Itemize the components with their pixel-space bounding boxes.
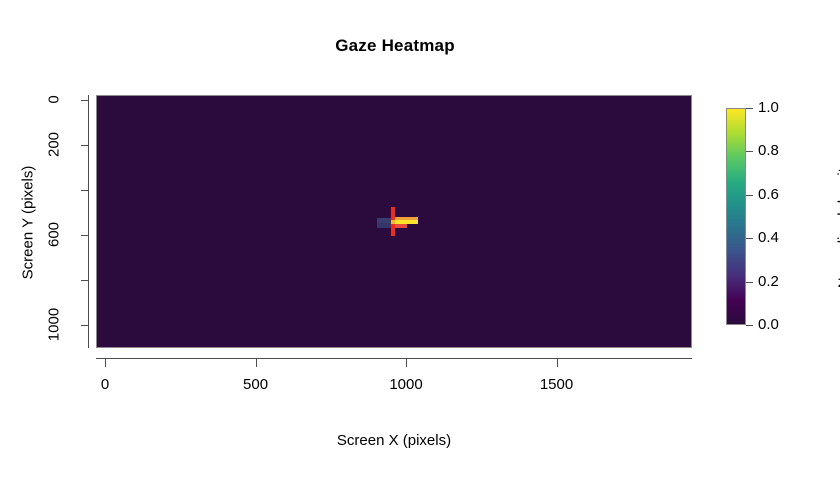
x-tick-label: 0 xyxy=(100,376,110,393)
y-tick-label: 200 xyxy=(45,131,63,157)
colorbar-tick-label: 0.6 xyxy=(758,185,779,203)
colorbar-tick-mark xyxy=(746,238,753,239)
colorbar-tick-mark xyxy=(746,325,753,326)
y-tick-mark xyxy=(81,190,89,191)
colorbar-tick-label: 1.0 xyxy=(758,99,779,116)
heatmap-cell xyxy=(390,219,395,225)
heatmap-cell xyxy=(376,222,395,228)
heatmap-raster xyxy=(97,96,691,347)
colorbar-tick-label: 0.4 xyxy=(758,229,779,247)
heatmap-cell xyxy=(395,224,408,228)
x-tick-mark xyxy=(406,359,407,367)
x-axis-line xyxy=(96,358,692,359)
y-tick-mark xyxy=(81,145,89,146)
colorbar xyxy=(726,108,746,325)
y-tick-mark xyxy=(81,235,89,236)
colorbar-tick-label: 0.2 xyxy=(758,272,779,290)
y-tick-mark xyxy=(81,100,89,101)
colorbar-tick-mark xyxy=(746,108,753,109)
y-axis-line xyxy=(88,95,89,348)
y-tick-label: 600 xyxy=(45,222,63,248)
heatmap-cell xyxy=(395,216,418,220)
heatmap-cell xyxy=(395,219,418,225)
colorbar-tick-label: 0.8 xyxy=(758,142,779,160)
x-axis-label: Screen X (pixels) xyxy=(336,432,452,449)
colorbar-tick-mark xyxy=(746,195,753,196)
y-tick-mark xyxy=(81,280,89,281)
colorbar-gradient xyxy=(727,109,745,324)
colorbar-tick-mark xyxy=(746,151,753,152)
colorbar-tick-mark xyxy=(746,282,753,283)
y-tick-mark xyxy=(81,325,89,326)
x-tick-label: 500 xyxy=(243,376,269,393)
page-title: Gaze Heatmap xyxy=(335,36,455,55)
x-tick-label: 1000 xyxy=(389,376,423,393)
x-tick-label: 1500 xyxy=(539,376,574,393)
x-tick-mark xyxy=(557,359,558,367)
x-tick-mark xyxy=(256,359,257,367)
x-tick-mark xyxy=(105,359,106,367)
y-axis-label: Screen Y (pixels) xyxy=(19,165,37,280)
y-tick-label: 1000 xyxy=(45,308,63,342)
colorbar-label: Normalized density xyxy=(835,160,840,289)
colorbar-tick-label: 0.0 xyxy=(758,316,779,333)
heatmap-cell xyxy=(376,217,395,223)
heatmap-plot-panel xyxy=(96,95,692,348)
